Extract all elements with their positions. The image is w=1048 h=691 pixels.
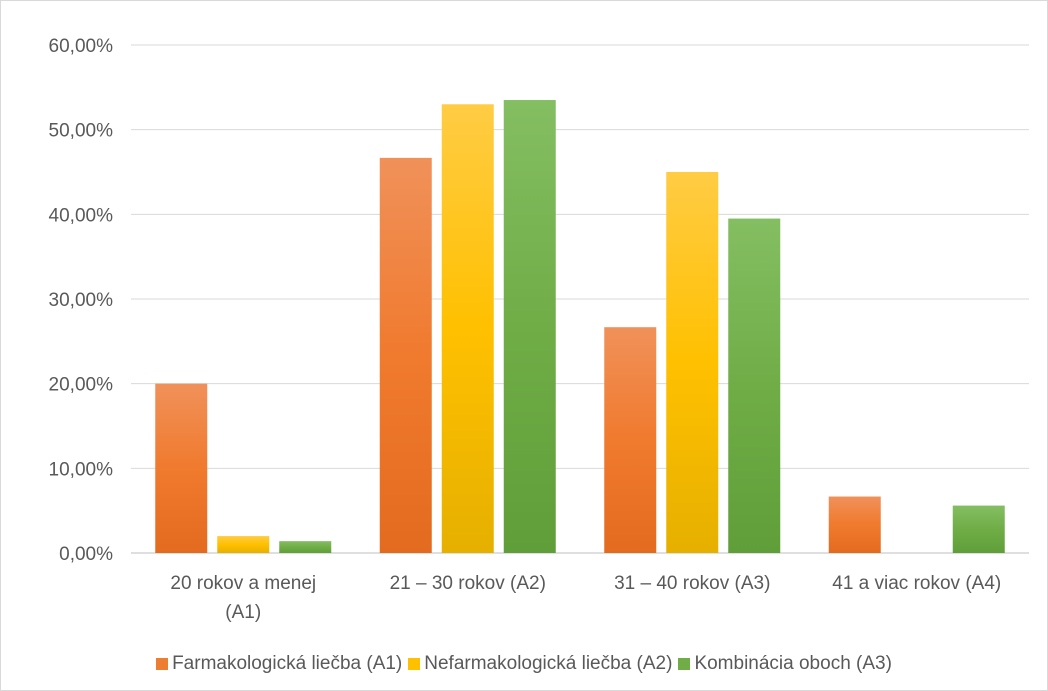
bar-2-1 [217,536,270,553]
legend-label: Farmakologická liečba (A1) [172,653,403,674]
bar-2-2 [441,104,494,554]
y-tick-label: 30,00% [49,290,114,311]
y-tick-label: 20,00% [49,375,114,396]
chart-legend: Farmakologická liečba (A1) Nefarmakologic… [1,649,1047,679]
bar-2-3 [666,172,719,553]
legend-label: Nefarmakologická liečba (A2) [424,653,673,674]
bar-3-2 [503,100,556,554]
legend-swatch [408,658,421,670]
bar-1-2 [379,157,432,554]
bar-1-4 [828,496,881,553]
bar-3-3 [728,218,781,554]
y-tick-label: 0,00% [59,544,113,565]
bar-chart: 0,00% 10,00% 20,00% 30,00% 40,00% 50,00% 60,00… [49,36,1029,623]
y-tick-label: 60,00% [49,36,114,57]
legend-item: Kombinácia oboch (A3) [678,653,892,675]
bar-3-4 [952,505,1005,553]
bar-1-1 [155,383,208,553]
legend-swatch [678,658,691,670]
x-category-label: (A1) [225,602,261,623]
x-category-label: 31 – 40 rokov (A3) [614,573,770,594]
y-tick-label: 50,00% [49,121,114,142]
bar-1-3 [604,327,657,553]
legend-item: Nefarmakologická liečba (A2) [408,653,678,675]
x-category-label: 21 – 30 rokov (A2) [390,573,546,594]
bar-3-1 [279,541,332,553]
x-category-label: 20 rokov a menej [170,573,316,594]
legend-label: Kombinácia oboch (A3) [694,653,892,674]
x-category-label: 41 a viac rokov (A4) [832,573,1001,594]
y-tick-label: 40,00% [49,205,114,226]
legend-swatch [156,658,169,670]
y-tick-label: 10,00% [49,459,114,480]
legend-item: Farmakologická liečba (A1) [156,653,408,675]
